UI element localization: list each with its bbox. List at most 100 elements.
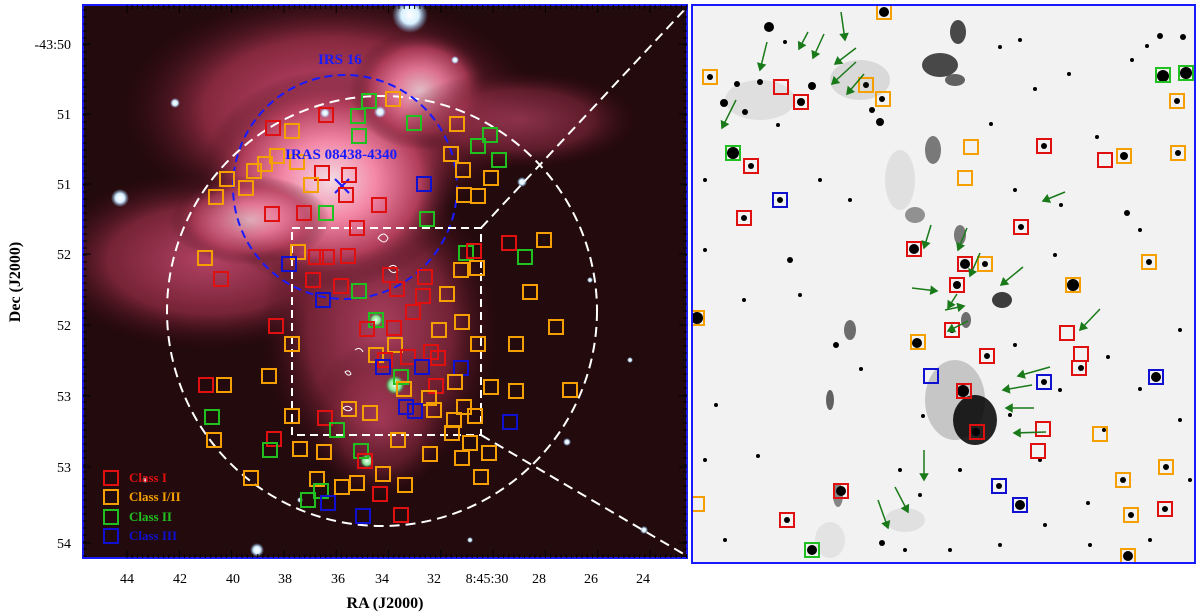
yso-marker-class-i — [466, 243, 482, 259]
point-source — [1053, 253, 1057, 257]
yso-marker-class-i-ii — [422, 446, 438, 462]
yso-marker-class-i-ii — [362, 405, 378, 421]
legend-marker-class-i — [103, 470, 119, 486]
point-source — [1043, 523, 1047, 527]
yso-marker-class-iii — [1036, 374, 1052, 390]
yso-marker-class-iii — [1148, 369, 1164, 385]
yso-marker-class-i-ii — [444, 425, 460, 441]
yso-marker-class-i — [1013, 219, 1029, 235]
point-source — [1145, 44, 1149, 48]
yso-marker-class-i-ii — [692, 310, 705, 326]
yso-marker-class-i — [333, 278, 349, 294]
point-source — [1138, 228, 1142, 232]
yso-marker-class-iii — [407, 403, 423, 419]
left-panel-frame — [82, 4, 688, 559]
outflow-arrow — [846, 73, 865, 96]
yso-marker-class-ii — [351, 128, 367, 144]
point-source — [989, 122, 993, 126]
dec-tick-label: 52 — [57, 319, 71, 334]
point-source — [1067, 279, 1079, 291]
yso-marker-class-ii — [393, 369, 409, 385]
yso-marker-class-ii — [262, 442, 278, 458]
yso-marker-class-i-ii — [238, 180, 254, 196]
point-source — [984, 353, 990, 359]
yso-marker-class-i-ii — [390, 432, 406, 448]
point-source — [1041, 379, 1047, 385]
point-source — [807, 545, 817, 555]
yso-marker-class-i — [501, 235, 517, 251]
yso-marker-class-iii — [281, 256, 297, 272]
point-source — [777, 197, 783, 203]
point-source — [958, 468, 962, 472]
point-source — [703, 458, 707, 462]
yso-marker-class-i-ii — [385, 91, 401, 107]
point-source — [1178, 418, 1182, 422]
outflow-arrow — [921, 224, 932, 250]
yso-marker-class-ii — [368, 312, 384, 328]
yso-marker-class-i-ii — [206, 432, 222, 448]
outflow-arrow — [946, 320, 969, 333]
right-panel-frame — [691, 4, 1196, 564]
point-source — [1188, 478, 1192, 482]
yso-markers-right — [692, 5, 1194, 563]
yso-marker-class-i-ii — [977, 256, 993, 272]
yso-marker-class-i-ii — [284, 408, 300, 424]
ra-tick-label: 42 — [173, 572, 187, 587]
point-source — [921, 414, 925, 418]
yso-marker-class-iii — [320, 495, 336, 511]
yso-marker-class-i-ii — [396, 381, 412, 397]
point-source — [879, 7, 889, 17]
point-source — [1180, 34, 1186, 40]
rgb-image-panel: IRS 16 IRAS 08438-4340 Class I Class I/I… — [83, 5, 687, 558]
yso-marker-class-i-ii — [284, 123, 300, 139]
point-source — [1178, 328, 1182, 332]
yso-marker-class-i-ii — [426, 402, 442, 418]
outflow-arrow — [797, 31, 809, 51]
point-source — [1008, 413, 1012, 417]
yso-marker-class-i-ii — [473, 469, 489, 485]
yso-marker-class-ii — [204, 409, 220, 425]
yso-marker-class-i — [956, 383, 972, 399]
yso-marker-class-i-ii — [483, 379, 499, 395]
point-source — [741, 215, 747, 221]
yso-marker-class-i-ii — [1120, 548, 1136, 563]
dec-tick-label: 51 — [57, 108, 71, 123]
yso-marker-class-i-ii — [292, 441, 308, 457]
point-source — [1058, 388, 1062, 392]
dec-tick-label: 52 — [57, 248, 71, 263]
yso-marker-class-iii — [923, 368, 939, 384]
yso-marker-class-i — [198, 377, 214, 393]
yso-marker-class-ii — [470, 138, 486, 154]
outflow-arrow — [968, 252, 981, 278]
yso-marker-class-i-ii — [246, 163, 262, 179]
point-source — [1018, 38, 1022, 42]
yso-marker-class-i-ii — [431, 322, 447, 338]
yso-marker-class-i-ii — [290, 244, 306, 260]
point-source — [879, 96, 885, 102]
outflow-arrow — [833, 47, 857, 65]
point-source — [1120, 152, 1128, 160]
yso-marker-class-i-ii — [469, 260, 485, 276]
legend: Class I Class I/II Class II Class III — [103, 470, 181, 544]
yso-marker-class-ii — [1178, 65, 1194, 81]
point-source — [1123, 551, 1133, 561]
yso-marker-class-i — [1036, 138, 1052, 154]
yso-marker-class-i-ii — [349, 475, 365, 491]
tick-marks — [83, 5, 688, 558]
yso-marker-class-ii — [1155, 67, 1171, 83]
point-source — [876, 118, 884, 126]
yso-marker-class-i — [314, 165, 330, 181]
yso-marker-class-i-ii — [197, 250, 213, 266]
yso-marker-class-ii — [419, 211, 435, 227]
ra-tick-label: 38 — [278, 572, 292, 587]
yso-marker-class-i — [1035, 421, 1051, 437]
ra-tick-label: 44 — [120, 572, 134, 587]
outflow-arrow — [1001, 384, 1033, 394]
yso-marker-class-i — [264, 206, 280, 222]
point-source — [918, 493, 922, 497]
point-source — [784, 517, 790, 523]
yso-marker-class-i — [1030, 443, 1046, 459]
yso-marker-class-i-ii — [562, 382, 578, 398]
point-source — [848, 198, 852, 202]
zoom-grayscale-panel — [692, 5, 1195, 563]
